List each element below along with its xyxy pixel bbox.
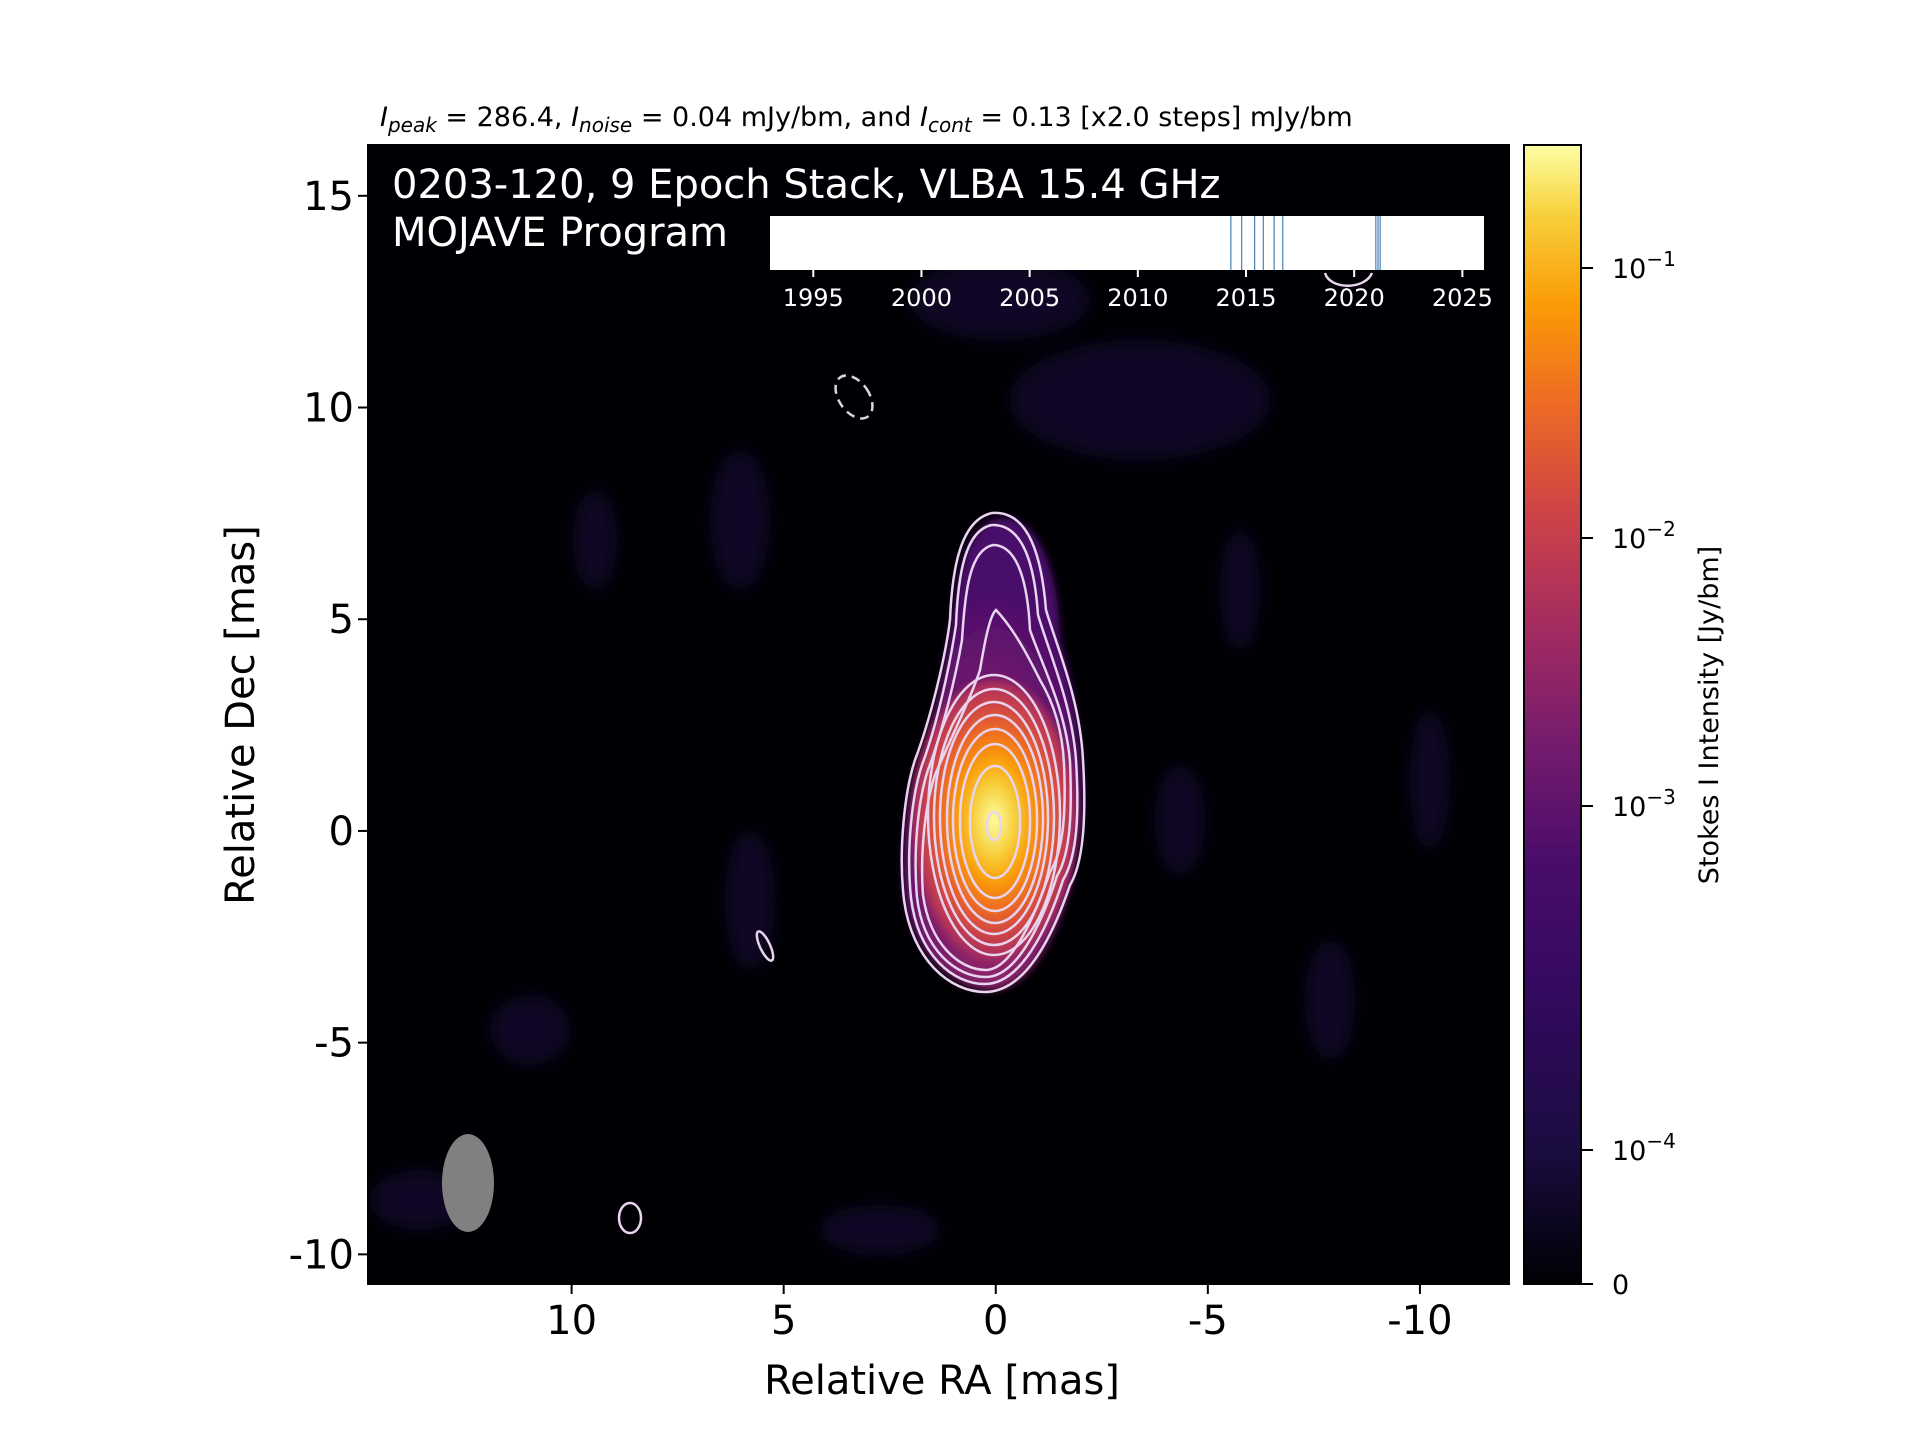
y-tick-label: -5 [314, 1021, 354, 1067]
colorbar: 10−1 10−2 10−3 10−4 0 Stokes I Intensity [Jy… [1523, 144, 1725, 1301]
x-axis-label: Relative RA [mas] [764, 1358, 1120, 1404]
colorbar-frame [1523, 144, 1582, 1285]
x-axis: 10 5 0 -5 -10 [546, 1284, 1453, 1344]
header-part-4: noise [579, 113, 632, 137]
timeline-tick-label: 2005 [999, 284, 1060, 312]
y-tick-label: 15 [303, 174, 354, 220]
header-part-3: I [571, 102, 579, 133]
colorbar-tick-label: 10−2 [1612, 517, 1676, 555]
y-axis-label: Relative Dec [mas] [218, 525, 264, 905]
colorbar-tick-label: 0 [1612, 1270, 1629, 1301]
header-part-0: I [380, 102, 388, 133]
timeline-tick-label: 2025 [1432, 284, 1493, 312]
colorbar-tick-label: 10−4 [1612, 1129, 1676, 1167]
colorbar-tick-label: 10−1 [1612, 247, 1676, 285]
header-part-7: cont [928, 113, 973, 137]
y-tick-label: -10 [289, 1232, 354, 1278]
colorbar-label: Stokes I Intensity [Jy/bm] [1694, 546, 1725, 884]
contour-lines [617, 272, 1374, 1235]
noise-patches [370, 260, 1450, 1255]
colorbar-tick-label: 10−3 [1612, 785, 1676, 823]
header-part-1: peak [387, 113, 438, 137]
y-tick-label: 5 [329, 597, 354, 643]
x-tick-label: 5 [771, 1298, 796, 1344]
y-tick-label: 10 [303, 386, 354, 432]
y-tick-label: 0 [329, 809, 354, 855]
header-part-5: = 0.04 mJy/bm, and [632, 102, 920, 133]
x-tick-label: -10 [1387, 1298, 1452, 1344]
timeline-tick-label: 2020 [1324, 284, 1385, 312]
epoch-timeline: 1995 2000 2005 2010 2015 2020 2025 [770, 216, 1493, 312]
header-part-6: I [920, 102, 928, 133]
dashed-contour [834, 374, 874, 420]
header-part-8: = 0.13 [x2.0 steps] mJy/bm [972, 102, 1353, 133]
beam-ellipse [442, 1134, 494, 1232]
plot-title-line-1: 0203-120, 9 Epoch Stack, VLBA 15.4 GHz [392, 162, 1221, 208]
colorbar-gradient [1524, 145, 1581, 1284]
header-part-2: = 286.4, [437, 102, 571, 133]
core-emission [912, 680, 1076, 960]
x-tick-label: 0 [983, 1298, 1008, 1344]
intensity-map: 0203-120, 9 Epoch Stack, VLBA 15.4 GHz M… [368, 145, 1509, 1284]
timeline-tick-label: 2015 [1215, 284, 1276, 312]
timeline-tick-label: 1995 [783, 284, 844, 312]
x-tick-label: -5 [1188, 1298, 1228, 1344]
timeline-tick-label: 2010 [1107, 284, 1168, 312]
x-tick-label: 10 [546, 1298, 597, 1344]
timeline-tick-label: 2000 [891, 284, 952, 312]
intensity-summary-header: Ipeak = 286.4, Inoise = 0.04 mJy/bm, and… [380, 102, 1353, 137]
plot-title-line-2: MOJAVE Program [392, 210, 728, 256]
plot-frame [367, 144, 1510, 1285]
y-axis: 15 10 5 0 -5 -10 [289, 174, 368, 1278]
epoch-timeline-bar [770, 216, 1484, 270]
